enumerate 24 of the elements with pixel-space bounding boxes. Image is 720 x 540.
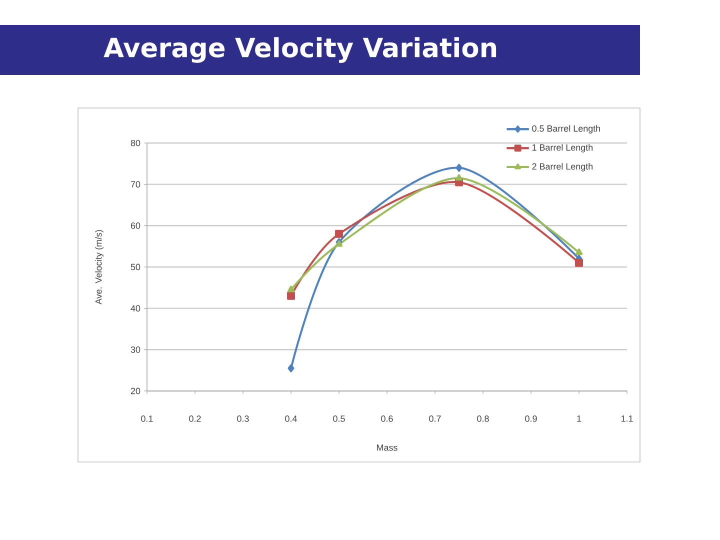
x-axis-title: Mass	[377, 444, 398, 451]
y-tick-label: 80	[130, 140, 140, 146]
y-tick-label: 70	[130, 181, 140, 188]
x-tick-label: 1	[577, 416, 582, 422]
legend-label: 1 Barrel Length	[532, 144, 593, 152]
y-tick-label: 40	[130, 305, 140, 312]
y-tick-label: 20	[130, 388, 140, 394]
x-tick-label: 0.1	[141, 416, 153, 422]
legend-label: 0.5 Barrel Length	[532, 125, 600, 134]
x-tick-label: 0.9	[525, 416, 537, 422]
x-tick-label: 0.3	[237, 416, 249, 422]
legend-label: 2 Barrel Length	[532, 163, 593, 172]
x-tick-label: 1.1	[621, 416, 633, 422]
x-tick-label: 0.7	[429, 416, 441, 422]
x-tick-label: 0.8	[477, 416, 489, 422]
y-axis-title: Ave. Velocity (m/s)	[95, 230, 104, 304]
x-tick-label: 0.2	[189, 416, 201, 422]
y-tick-label: 30	[130, 346, 140, 353]
chart-title: Average Velocity Variation	[104, 37, 496, 63]
y-tick-label: 50	[130, 264, 140, 270]
y-tick-label: 60	[130, 222, 140, 229]
x-tick-label: 0.6	[381, 416, 393, 422]
x-tick-label: 0.4	[285, 416, 297, 422]
x-tick-label: 0.5	[333, 416, 345, 422]
